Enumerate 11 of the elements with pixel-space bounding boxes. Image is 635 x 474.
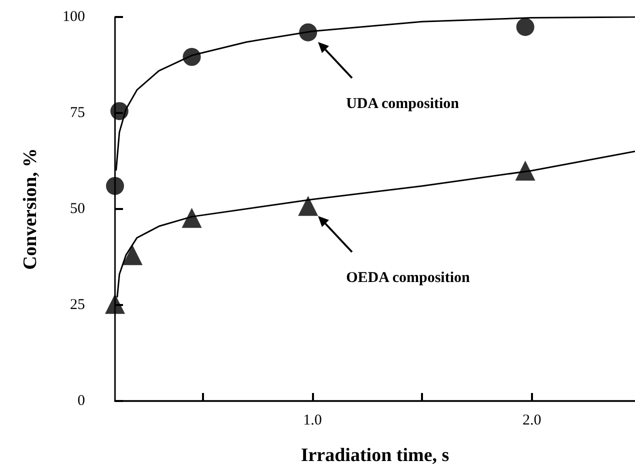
y-tick-label: 25 [70, 297, 85, 313]
y-tick-label: 50 [70, 201, 85, 217]
y-tick-label: 0 [78, 393, 85, 409]
x-tick-label: 1.0 [303, 412, 322, 428]
x-axis-title: Irradiation time, s [300, 445, 450, 466]
annotation: OEDA composition [346, 270, 470, 287]
y-tick-label: 75 [70, 105, 85, 121]
x-tick-label: 2.0 [522, 412, 542, 428]
y-tick-label: 100 [62, 9, 85, 25]
annotation: UDA composition [346, 96, 460, 114]
y-axis-title: Conversion, % [20, 148, 41, 270]
